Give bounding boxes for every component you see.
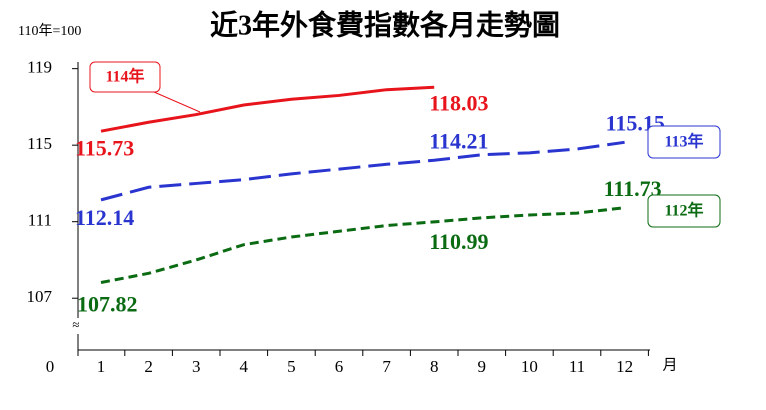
x-tick-label: 7 [382,357,391,376]
series-line [100,85,435,133]
legend-label: 114年 [105,67,144,86]
x-tick-label: 9 [478,357,487,376]
value-label: 118.03 [429,90,488,115]
value-label: 107.82 [77,292,138,317]
value-label: 114.21 [429,128,488,153]
unit-note: 110年=100 [18,23,81,39]
y-tick-label: 107 [27,287,53,306]
y-tick-label: 115 [27,134,52,153]
y-break-label: 0 [46,357,55,376]
x-tick-label: 1 [97,357,106,376]
x-unit: 月 [662,357,677,373]
value-label: 110.99 [429,229,488,254]
x-tick-label: 6 [335,357,344,376]
y-tick-label: 119 [27,58,52,77]
y-tick-label: 111 [28,211,52,230]
legend-leader [153,91,201,113]
x-tick-label: 3 [192,357,201,376]
series-line [100,140,625,202]
x-tick-label: 4 [240,357,249,376]
legend-label: 113年 [664,132,703,151]
x-tick-label: 10 [521,357,538,376]
x-tick-label: 2 [144,357,153,376]
legend-label: 112年 [664,201,703,220]
x-tick-label: 5 [287,357,296,376]
x-tick-label: 11 [569,357,585,376]
value-label: 112.14 [75,205,134,230]
value-label: 115.73 [75,135,134,160]
legend-box [647,194,721,228]
axis-break: ≈ [72,317,79,332]
chart-title: 近3年外食費指數各月走勢圖 [210,8,560,41]
legend-box [89,61,161,93]
series-line [100,206,625,285]
legend-box [647,125,721,159]
x-tick-label: 12 [616,357,633,376]
x-tick-label: 8 [430,357,439,376]
